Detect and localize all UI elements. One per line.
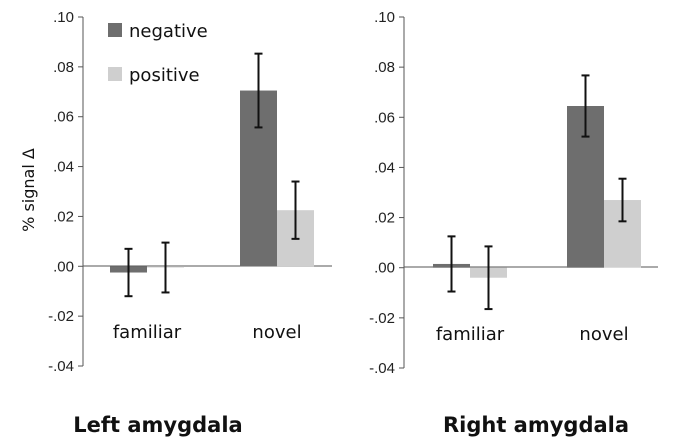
right-error-bars [447,74,627,311]
left-y-tick-label: .08 [53,59,74,76]
left-y-tick-label: .10 [53,9,74,26]
right-y-tick-label: .02 [374,210,395,227]
right-y-tick-label: -.04 [369,360,395,377]
right-y-tick-label: .00 [374,260,395,277]
left-panel: % signal Δ .10 .08 .06 .04 .02 .00 -.02 -.04 fa… [19,9,332,437]
left-panel-title: Left amygdala [73,413,242,437]
right-y-tick-label: .08 [374,59,395,76]
right-y-tick-label: .04 [374,159,395,176]
left-bars [110,90,314,273]
left-y-axis-label: % signal Δ [19,148,38,232]
right-bars [433,106,641,278]
legend-label-positive: positive [129,65,200,86]
left-y-tick-label: .00 [53,258,74,275]
right-y-ticks: .10 .08 .06 .04 .02 .00 -.02 -.04 [369,9,404,377]
left-y-tick-label: .04 [53,159,74,176]
legend-swatch-positive [108,67,122,81]
right-category-familiar: familiar [436,324,505,345]
left-y-tick-label: -.02 [48,308,74,325]
right-y-tick-label: -.02 [369,310,395,327]
left-error-bars [124,52,300,298]
left-category-novel: novel [252,322,301,343]
left-y-tick-label: -.04 [48,358,74,375]
right-y-tick-label: .10 [374,9,395,26]
legend: negative positive [108,21,208,86]
left-y-tick-label: .02 [53,208,74,225]
legend-label-negative: negative [129,21,208,42]
left-y-ticks: .10 .08 .06 .04 .02 .00 -.02 -.04 [48,9,83,375]
left-category-familiar: familiar [113,322,182,343]
right-y-tick-label: .06 [374,109,395,126]
right-panel: .10 .08 .06 .04 .02 .00 -.02 -.04 familiar nove… [369,9,658,437]
legend-swatch-negative [108,23,122,37]
left-y-tick-label: .06 [53,109,74,126]
right-panel-title: Right amygdala [443,413,629,437]
right-category-novel: novel [579,324,628,345]
